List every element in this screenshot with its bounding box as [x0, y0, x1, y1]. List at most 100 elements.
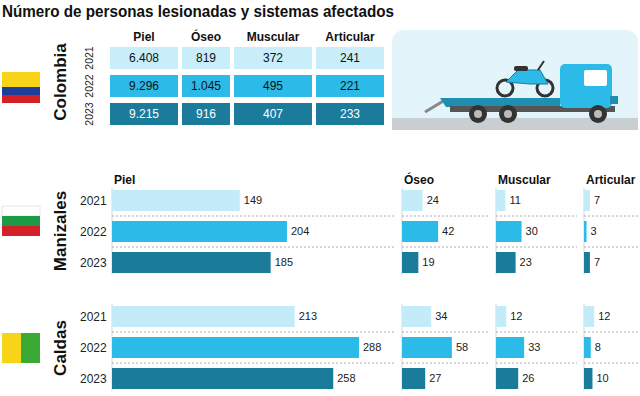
bar: [112, 368, 333, 389]
data-label: 7: [594, 256, 600, 268]
data-label: 24: [427, 194, 439, 206]
flag-stripe: [21, 333, 40, 363]
data-label: 288: [363, 341, 381, 353]
data-label: 8: [595, 341, 601, 353]
flag-stripe: [2, 333, 21, 363]
row-year: 2022: [83, 74, 95, 98]
cab-window: [584, 70, 607, 86]
data-label: 58: [456, 341, 468, 353]
table-cell: [110, 47, 178, 69]
table-cell: [110, 75, 178, 97]
bar: [112, 337, 359, 358]
category-label: 2021: [80, 194, 107, 208]
wheel-hub: [594, 110, 602, 118]
bars: [402, 190, 438, 273]
bar-panel: Óseo 24 42 19: [402, 172, 488, 275]
moto-handle: [538, 61, 544, 70]
row-separator: [584, 332, 639, 333]
flag-stripe: [2, 206, 40, 216]
category-label: 2023: [80, 372, 107, 386]
title: Número de personas lesionadas y sistemas…: [2, 3, 394, 20]
row-separator: [496, 247, 577, 248]
bar: [402, 306, 431, 327]
flatbed: [440, 98, 560, 107]
cell-value: 819: [196, 51, 216, 65]
cell-value: 6.408: [129, 51, 159, 65]
data-label: 258: [337, 372, 355, 384]
data-label: 3: [591, 225, 597, 237]
category-label: 2023: [80, 256, 107, 270]
wheel: [499, 105, 517, 123]
wheel-hub: [474, 110, 482, 118]
table-cell: [234, 47, 312, 69]
row-separator: [402, 363, 488, 364]
flag-stripe: [2, 226, 40, 236]
row-year: 2021: [83, 46, 95, 70]
truck-illustration: [392, 30, 638, 130]
bars: [584, 190, 590, 273]
bar: [584, 306, 594, 327]
row-separator: [584, 363, 639, 364]
bars: [496, 190, 522, 273]
region-label: Colombia: [51, 43, 70, 121]
row-separator: [584, 247, 639, 248]
cell-value: 407: [263, 107, 283, 121]
table-cell: [316, 75, 384, 97]
cab: [560, 64, 612, 108]
region-section: Manizales: [2, 191, 70, 271]
data-label: 11: [509, 194, 520, 206]
table-cell: [182, 75, 230, 97]
bar: [112, 306, 295, 327]
bumper: [610, 96, 618, 104]
data-label: 42: [442, 225, 454, 237]
wheel: [469, 105, 487, 123]
bar: [496, 337, 524, 358]
bar: [584, 337, 591, 358]
category-label: 2021: [80, 310, 107, 324]
data-label: 33: [528, 341, 540, 353]
panel-header: Muscular: [498, 173, 551, 187]
table-cell: [234, 75, 312, 97]
data-label: 30: [526, 225, 538, 237]
flag-stripe: [2, 72, 40, 87]
category-label: 2022: [80, 341, 107, 355]
bar: [584, 252, 590, 273]
data-label: 23: [520, 256, 532, 268]
bar: [402, 337, 452, 358]
bar: [496, 190, 505, 211]
bar: [402, 190, 423, 211]
cell-value: 372: [263, 51, 283, 65]
data-label: 213: [299, 310, 317, 322]
wheel-hub: [504, 110, 512, 118]
data-label: 185: [275, 256, 293, 268]
bar: [402, 252, 418, 273]
row-separator: [112, 216, 395, 217]
row-separator: [402, 216, 488, 217]
row-separator: [112, 247, 395, 248]
flag-stripe: [2, 95, 40, 103]
row-separator: [112, 363, 395, 364]
data-label: 149: [244, 194, 262, 206]
data-label: 19: [422, 256, 434, 268]
bar: [402, 368, 425, 389]
column-header: Articular: [325, 30, 375, 44]
bar: [584, 368, 592, 389]
illustration-bg: [392, 30, 638, 130]
data-label: 26: [522, 372, 534, 384]
row-separator: [402, 332, 488, 333]
data-label: 34: [435, 310, 447, 322]
bar: [496, 368, 518, 389]
panel-header: Óseo: [404, 172, 434, 187]
bar: [496, 221, 522, 242]
bar-panel: 12810: [584, 304, 639, 391]
table-cell: [110, 103, 178, 125]
region-section: Caldas: [2, 320, 70, 376]
row-year: 2023: [83, 102, 95, 126]
bar-panel: 345827: [402, 304, 488, 391]
bar: [112, 190, 240, 211]
column-header: Óseo: [191, 29, 221, 44]
column-header: Piel: [133, 30, 154, 44]
cell-value: 233: [340, 107, 360, 121]
bar: [496, 252, 516, 273]
data-label: 7: [594, 194, 600, 206]
